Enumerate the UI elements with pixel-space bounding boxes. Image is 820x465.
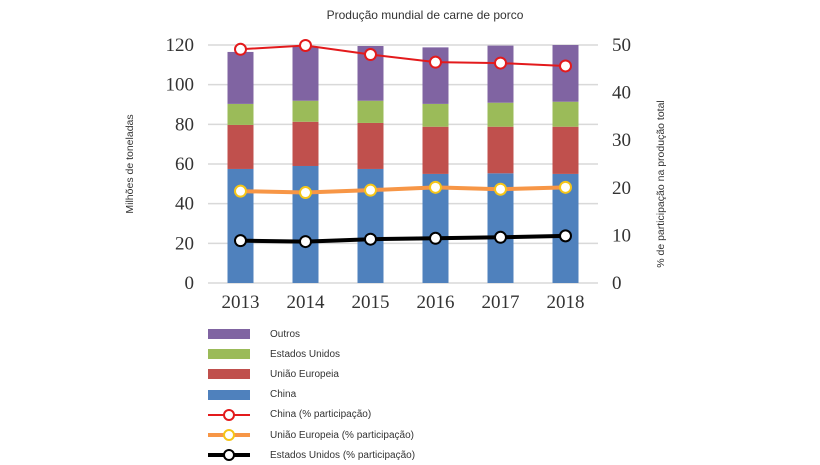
y-tick-label: 100 <box>166 75 195 96</box>
bar-outros-2013 <box>227 51 254 104</box>
bar-outros-2017 <box>487 45 514 103</box>
x-tick-label: 2017 <box>482 292 520 313</box>
gridlines <box>208 44 598 284</box>
bar-uni-o-europeia-2014 <box>292 121 319 166</box>
bar-china-2014 <box>292 165 319 283</box>
bar-outros-2014 <box>292 46 319 101</box>
legend-item: China (% participação) <box>208 405 528 425</box>
y2-axis-ticks: 0 10 20 30 40 50 <box>612 35 631 294</box>
legend-item: União Europeia (% participação) <box>208 425 528 445</box>
bar-estados-unidos-2018 <box>552 101 579 127</box>
y-tick-label: 80 <box>175 114 194 135</box>
bar-uni-o-europeia-2016 <box>422 126 449 174</box>
legend-line-marker-icon <box>208 448 250 462</box>
legend-label: União Europeia <box>270 368 339 380</box>
bar-estados-unidos-2016 <box>422 103 449 127</box>
bar-outros-2018 <box>552 45 579 102</box>
legend-swatch <box>208 329 250 340</box>
point-uniao-europeia-participacao <box>364 183 377 197</box>
y-tick-label: 60 <box>175 154 194 175</box>
y2-tick-label: 0 <box>612 273 622 294</box>
legend-line-marker-icon <box>208 408 250 422</box>
legend-item: Estados Unidos <box>208 344 528 364</box>
y-tick-label: 0 <box>185 273 195 294</box>
x-tick-label: 2013 <box>222 292 260 313</box>
point-estados-unidos-participacao <box>494 230 507 244</box>
point-estados-unidos-participacao <box>234 234 247 248</box>
x-axis-ticks: 2013 2014 2015 2016 2017 2018 <box>222 292 585 313</box>
bar-uni-o-europeia-2015 <box>357 122 384 169</box>
point-china-participacao <box>429 55 442 69</box>
y-axis-ticks: 0 20 40 60 80 100 120 <box>166 35 195 294</box>
y-tick-label: 120 <box>166 35 195 56</box>
point-uniao-europeia-participacao <box>299 186 312 200</box>
point-estados-unidos-participacao <box>429 231 442 245</box>
legend-swatch <box>208 369 250 380</box>
x-tick-label: 2015 <box>352 292 390 313</box>
point-china-participacao <box>234 42 247 56</box>
lines <box>234 38 572 249</box>
point-uniao-europeia-participacao <box>234 184 247 198</box>
bar-estados-unidos-2015 <box>357 100 384 123</box>
legend-label: China <box>270 389 297 401</box>
legend-item: Outros <box>208 324 528 344</box>
line-estados-unidos-participacao <box>240 233 566 244</box>
legend: Outros Estados Unidos União Europeia China C… <box>208 324 528 465</box>
legend-label: União Europeia (% participação) <box>270 429 414 441</box>
legend-swatch <box>208 349 250 360</box>
bar-estados-unidos-2014 <box>292 100 319 122</box>
legend-label: China (% participação) <box>270 409 372 421</box>
x-tick-label: 2014 <box>287 292 326 313</box>
point-estados-unidos-participacao <box>559 229 572 243</box>
point-china-participacao <box>364 48 377 62</box>
legend-label: Estados Unidos <box>270 348 341 360</box>
bar-uni-o-europeia-2017 <box>487 126 514 174</box>
point-uniao-europeia-participacao <box>429 180 442 194</box>
y2-tick-label: 10 <box>612 225 631 246</box>
y2-tick-label: 30 <box>612 130 631 151</box>
point-china-participacao <box>494 56 507 70</box>
point-estados-unidos-participacao <box>299 235 312 249</box>
y2-tick-label: 50 <box>612 35 631 56</box>
point-uniao-europeia-participacao <box>494 182 507 196</box>
x-tick-label: 2016 <box>417 292 455 313</box>
y2-axis-label: % de participação na produção total <box>655 100 667 268</box>
point-uniao-europeia-participacao <box>559 180 572 194</box>
bar-uni-o-europeia-2018 <box>552 126 579 174</box>
point-china-participacao <box>299 38 312 52</box>
line-china-participacao <box>240 44 566 67</box>
y2-tick-label: 20 <box>612 178 631 199</box>
bar-estados-unidos-2017 <box>487 102 514 127</box>
legend-line-marker-icon <box>208 428 250 442</box>
point-estados-unidos-participacao <box>364 232 377 246</box>
y-tick-label: 20 <box>175 233 194 254</box>
x-tick-label: 2018 <box>547 292 585 313</box>
legend-swatch <box>208 389 250 400</box>
legend-item: Estados Unidos (% participação) <box>208 445 528 465</box>
legend-label: Outros <box>270 328 301 340</box>
chart-title: Produção mundial de carne de porco <box>327 8 524 22</box>
legend-label: Estados Unidos (% participação) <box>270 449 416 461</box>
y-tick-label: 40 <box>175 194 194 215</box>
y-axis-label: Milhões de toneladas <box>124 114 136 213</box>
line-uniao-europeia-participacao <box>240 185 566 195</box>
legend-item: China <box>208 385 528 405</box>
bar-uni-o-europeia-2013 <box>227 124 254 169</box>
point-china-participacao <box>559 59 572 73</box>
bar-estados-unidos-2013 <box>227 103 254 125</box>
legend-item: União Europeia <box>208 364 528 384</box>
y2-tick-label: 40 <box>612 83 631 104</box>
